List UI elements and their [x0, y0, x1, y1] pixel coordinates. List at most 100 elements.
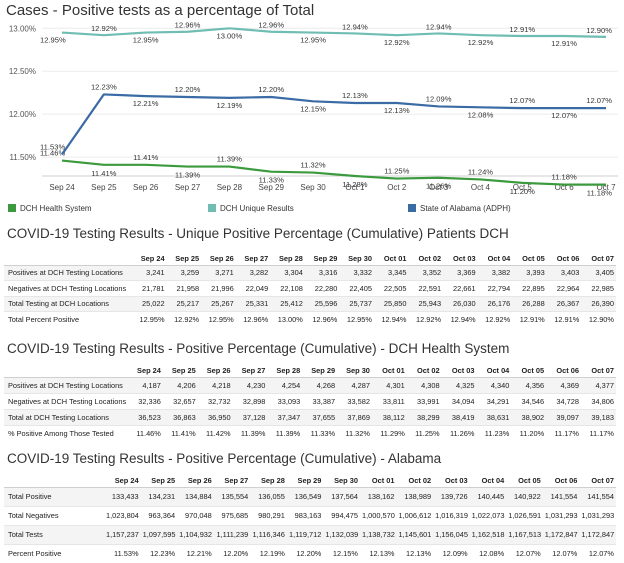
- table-cell: 1,026,591: [506, 506, 543, 525]
- table-cell: 12.90%: [581, 312, 616, 328]
- legend-swatch: [8, 204, 16, 212]
- data-label: 12.13%: [342, 91, 368, 100]
- table-cell: 36,523: [128, 409, 163, 425]
- legend-label: DCH Unique Results: [220, 204, 294, 213]
- table-cell: 12.21%: [177, 544, 214, 563]
- table-cell: 3,405: [581, 265, 616, 281]
- table-cell: 38,902: [511, 409, 546, 425]
- table-cell: 1,022,073: [470, 506, 507, 525]
- table-cell: 1,156,045: [433, 525, 470, 544]
- table-cell: 39,183: [581, 409, 616, 425]
- column-header: Sep 30: [337, 365, 372, 377]
- table-cell: 11.20%: [511, 425, 546, 441]
- data-label: 11.33%: [259, 176, 284, 185]
- table-cell: 34,806: [581, 393, 616, 409]
- table-cell: 1,104,932: [177, 525, 214, 544]
- table-cell: 1,138,732: [360, 525, 397, 544]
- table-cell: 135,554: [214, 487, 251, 506]
- table-cell: 3,332: [339, 265, 374, 281]
- column-header: Sep 27: [214, 475, 251, 487]
- column-header: Sep 24: [128, 365, 163, 377]
- column-header: Sep 30: [323, 475, 360, 487]
- table-cell: 11.32%: [337, 425, 372, 441]
- table-cell: 33,387: [302, 393, 337, 409]
- table-cell: 1,006,612: [397, 506, 434, 525]
- legend-label: State of Alabama (ADPH): [420, 204, 511, 213]
- table-cell: 1,111,239: [214, 525, 251, 544]
- column-header: Sep 27: [233, 365, 268, 377]
- table-cell: 11.25%: [407, 425, 442, 441]
- legend-item: State of Alabama (ADPH): [408, 204, 511, 213]
- data-label: 12.07%: [586, 96, 612, 105]
- table-cell: 11.39%: [233, 425, 268, 441]
- data-label: 12.95%: [300, 36, 326, 45]
- table-cell: 134,231: [141, 487, 178, 506]
- table-cell: 4,218: [198, 377, 233, 393]
- row-label: Negatives at DCH Testing Locations: [4, 281, 132, 297]
- table-cell: 3,345: [374, 265, 409, 281]
- table-cell: 22,794: [478, 281, 513, 297]
- column-header: Sep 29: [305, 252, 340, 265]
- table-cell: 34,291: [476, 393, 511, 409]
- data-label: 12.23%: [91, 82, 117, 91]
- table-cell: 1,172,847: [579, 525, 616, 544]
- table-cell: 33,991: [407, 393, 442, 409]
- table-cell: 136,549: [287, 487, 324, 506]
- table-cell: 22,405: [339, 281, 374, 297]
- column-header: Sep 26: [198, 365, 233, 377]
- table-cell: 22,661: [443, 281, 478, 297]
- table-cell: 12.95%: [339, 312, 374, 328]
- table-cell: 12.92%: [409, 312, 444, 328]
- table-title: COVID-19 Testing Results - Positive Perc…: [7, 451, 441, 466]
- column-header: Oct 04: [470, 475, 507, 487]
- table-cell: 11.41%: [163, 425, 198, 441]
- table-cell: 4,325: [442, 377, 477, 393]
- column-header: Oct 05: [512, 252, 547, 265]
- table-cell: 12.15%: [323, 544, 360, 563]
- header-blank: [4, 365, 128, 377]
- table-cell: 11.39%: [267, 425, 302, 441]
- table-cell: 12.95%: [201, 312, 236, 328]
- table-cell: 4,369: [546, 377, 581, 393]
- table-cell: 12.13%: [397, 544, 434, 563]
- table-cell: 4,254: [267, 377, 302, 393]
- table-cell: 136,055: [250, 487, 287, 506]
- table-cell: 22,108: [270, 281, 305, 297]
- table-cell: 12.91%: [512, 312, 547, 328]
- column-header: Oct 02: [397, 475, 434, 487]
- column-header: Oct 04: [476, 365, 511, 377]
- data-label: 11.53%: [40, 143, 65, 152]
- table-cell: 1,145,601: [397, 525, 434, 544]
- column-header: Sep 25: [141, 475, 178, 487]
- table-cell: 140,445: [470, 487, 507, 506]
- table-cell: 980,291: [250, 506, 287, 525]
- data-label: 12.91%: [509, 25, 535, 34]
- table-cell: 12.07%: [506, 544, 543, 563]
- dch-health-system-section: COVID-19 Testing Results - Positive Perc…: [0, 341, 624, 451]
- table-cell: 4,308: [407, 377, 442, 393]
- data-label: 12.07%: [509, 96, 535, 105]
- y-tick-label: 12.00%: [9, 110, 36, 119]
- column-header: Oct 03: [433, 475, 470, 487]
- table-cell: 141,554: [543, 487, 580, 506]
- table-cell: 25,331: [236, 296, 271, 312]
- table-cell: 32,898: [233, 393, 268, 409]
- column-header: Oct 03: [442, 365, 477, 377]
- unique-positive-section: COVID-19 Testing Results - Unique Positi…: [0, 226, 624, 336]
- table-cell: 38,631: [476, 409, 511, 425]
- table-cell: 1,023,804: [104, 506, 141, 525]
- table-cell: 3,393: [512, 265, 547, 281]
- data-label: 12.08%: [468, 110, 494, 119]
- row-label: Total at DCH Testing Locations: [4, 409, 128, 425]
- table-cell: 134,884: [177, 487, 214, 506]
- table-cell: 4,287: [337, 377, 372, 393]
- table-cell: 3,382: [478, 265, 513, 281]
- data-label: 12.20%: [175, 85, 201, 94]
- table-cell: 26,367: [547, 296, 582, 312]
